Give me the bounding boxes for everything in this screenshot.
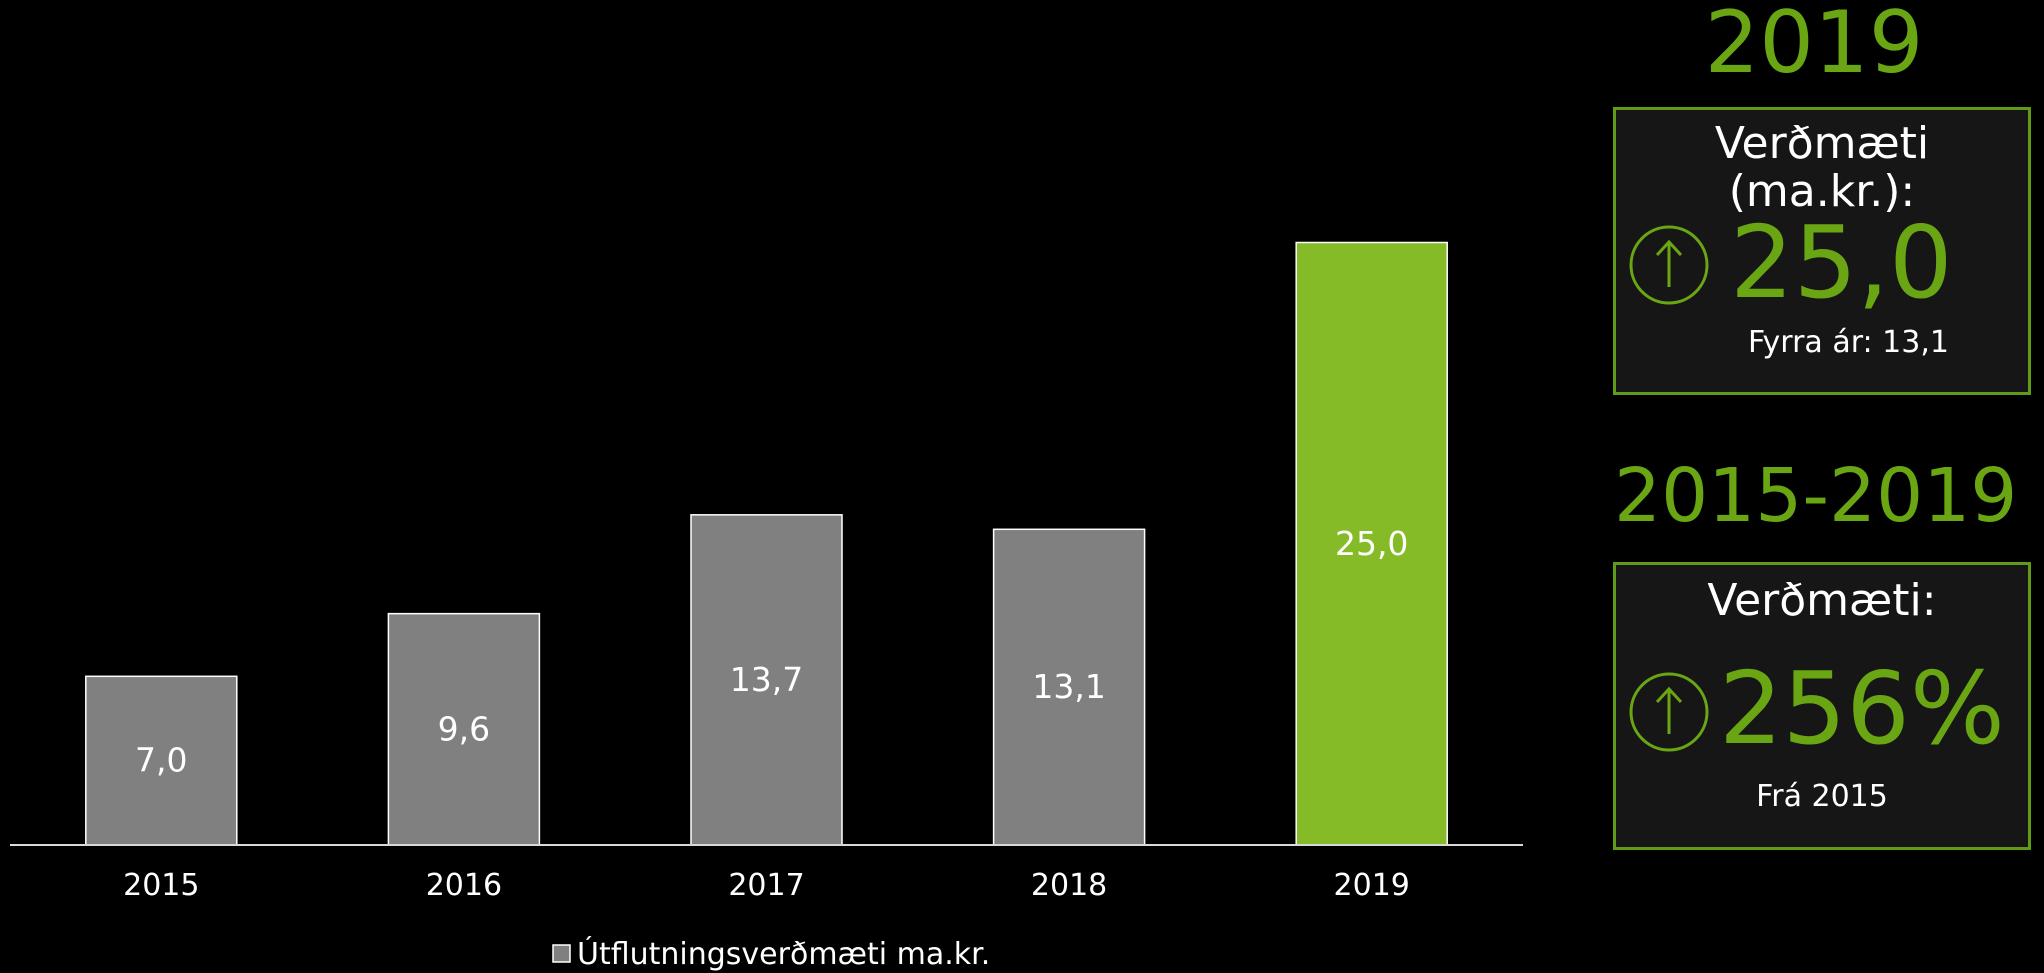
period-value: 256% — [1719, 650, 2005, 767]
x-tick-label-2015: 2015 — [123, 868, 199, 903]
period-value-note: Frá 2015 — [1756, 779, 1888, 814]
legend-swatch — [552, 944, 571, 963]
year-value: 25,0 — [1730, 204, 1953, 321]
year-value-note: Fyrra ár: 13,1 — [1748, 325, 1949, 360]
bar-chart: 7,0 2015 9,6 2016 13,7 2017 13,1 2018 25,0 2019 Ú… — [10, 241, 1523, 972]
up-arrow-circle-icon — [1629, 225, 1709, 305]
bar-value-label-2018: 13,1 — [1032, 667, 1105, 706]
up-arrow-circle-icon — [1629, 672, 1709, 752]
bar-value-label-2015: 7,0 — [135, 741, 187, 780]
bar-2015 — [85, 675, 238, 846]
legend: Útflutningsverðmæti ma.kr. — [552, 935, 990, 972]
year-heading: 2019 — [1704, 0, 1924, 93]
period-value-title: Verðmæti: — [1707, 575, 1937, 626]
x-tick-label-2017: 2017 — [728, 868, 804, 903]
bar-2019 — [1295, 241, 1448, 846]
bar-value-label-2017: 13,7 — [730, 660, 803, 699]
period-heading: 2015-2019 — [1614, 453, 2018, 539]
legend-label: Útflutningsverðmæti ma.kr. — [577, 935, 990, 972]
bars-layer — [85, 241, 1448, 846]
bar-value-label-2019: 25,0 — [1335, 524, 1408, 563]
labels-layer: 7,0 2015 9,6 2016 13,7 2017 13,1 2018 25,0 2019 — [123, 524, 1410, 903]
x-tick-label-2016: 2016 — [426, 868, 502, 903]
x-tick-label-2019: 2019 — [1334, 868, 1410, 903]
bar-2016 — [387, 612, 541, 846]
x-tick-label-2018: 2018 — [1031, 868, 1107, 903]
bar-2018 — [992, 528, 1146, 846]
year-value-panel: Verðmæti (ma.kr.): 25,0 Fyrra ár: 13,1 — [1613, 107, 2031, 395]
bar-value-label-2016: 9,6 — [438, 709, 490, 748]
bar-2017 — [690, 514, 843, 846]
year-value-title: Verðmæti (ma.kr.): — [1714, 118, 1930, 217]
period-value-panel: Verðmæti: 256% Frá 2015 — [1613, 562, 2031, 850]
